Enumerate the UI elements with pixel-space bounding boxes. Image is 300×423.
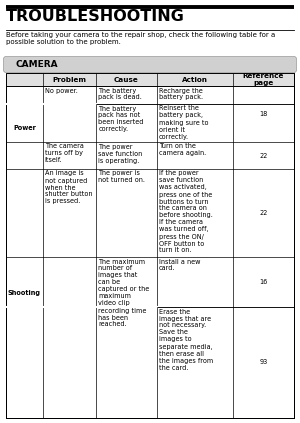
Text: If the power
save function
was activated,
press one of the
buttons to turn
the c: If the power save function was activated…	[159, 170, 212, 253]
Text: The battery
pack has not
been inserted
correctly.: The battery pack has not been inserted c…	[98, 105, 144, 132]
Text: Power: Power	[13, 124, 36, 131]
Text: The camera
turns off by
itself.: The camera turns off by itself.	[45, 143, 84, 164]
Text: The maximum
number of
images that
can be
captured or the
maximum
video clip
reco: The maximum number of images that can be…	[98, 258, 149, 327]
Text: Erase the
images that are
not necessary.
Save the
images to
separate media,
then: Erase the images that are not necessary.…	[159, 308, 213, 371]
Text: 16: 16	[259, 279, 268, 285]
Text: Recharge the
battery pack.: Recharge the battery pack.	[159, 88, 203, 101]
Text: Turn on the
camera again.: Turn on the camera again.	[159, 143, 206, 157]
FancyBboxPatch shape	[4, 57, 296, 72]
Bar	[6, 73, 294, 86]
Text: Problem: Problem	[52, 77, 86, 82]
Text: Before taking your camera to the repair shop, check the following table for a
po: Before taking your camera to the repair …	[6, 32, 275, 45]
Text: 22: 22	[259, 153, 268, 159]
Text: TROUBLESHOOTING: TROUBLESHOOTING	[6, 9, 185, 24]
Text: Reinsert the
battery pack,
making sure to
orient it
correctly.: Reinsert the battery pack, making sure t…	[159, 105, 208, 140]
Bar	[6, 73, 294, 418]
Text: 93: 93	[259, 360, 268, 365]
Text: The battery
pack is dead.: The battery pack is dead.	[98, 88, 142, 101]
Text: An image is
not captured
when the
shutter button
is pressed.: An image is not captured when the shutte…	[45, 170, 92, 204]
Text: 18: 18	[259, 111, 268, 117]
Text: CAMERA: CAMERA	[16, 60, 58, 69]
Text: The power is
not turned on.: The power is not turned on.	[98, 170, 145, 184]
Text: Reference
page: Reference page	[243, 73, 284, 86]
Text: No power.: No power.	[45, 88, 78, 93]
Text: Install a new
card.: Install a new card.	[159, 258, 200, 272]
Text: 22: 22	[259, 210, 268, 216]
Bar	[6, 73, 294, 418]
Text: Cause: Cause	[114, 77, 139, 82]
Text: Action: Action	[182, 77, 208, 82]
Text: Shooting: Shooting	[8, 291, 41, 297]
Text: The power
save function
is operating.: The power save function is operating.	[98, 143, 142, 164]
